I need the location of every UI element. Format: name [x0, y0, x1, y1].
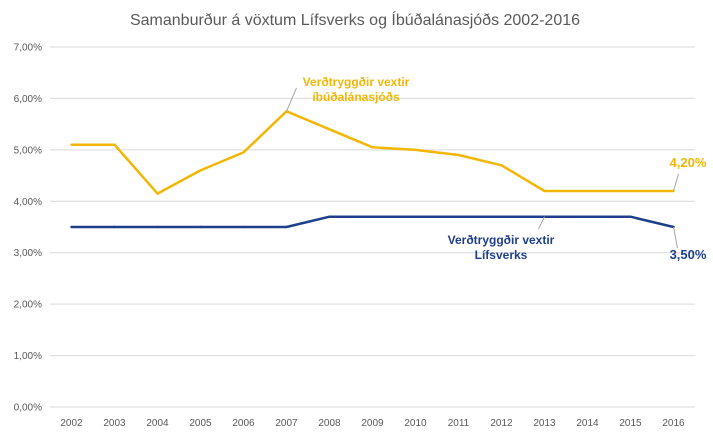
gridlines	[50, 46, 695, 408]
data-point	[500, 215, 503, 218]
data-point	[457, 153, 460, 157]
data-point	[328, 215, 331, 218]
data-point	[414, 215, 417, 218]
end-value-label: 3,50%	[670, 247, 707, 262]
data-point	[457, 215, 460, 218]
x-axis-ticks: 2002 2003 2004 2005 2006 2007 2008 2009 2010 2011…	[60, 418, 685, 429]
data-point	[586, 215, 589, 218]
y-tick-label: 5,00%	[14, 145, 42, 156]
x-tick-label: 2008	[318, 418, 341, 429]
x-tick-label: 2003	[103, 418, 126, 429]
series-label: Verðtryggðir vextir Lífsverks	[448, 233, 555, 262]
data-point	[543, 189, 546, 193]
leader-line	[673, 173, 679, 192]
x-tick-label: 2010	[404, 418, 427, 429]
data-point	[371, 215, 374, 218]
x-tick-label: 2015	[619, 418, 642, 429]
data-point	[629, 189, 632, 193]
x-tick-label: 2013	[533, 418, 556, 429]
data-point	[328, 128, 331, 131]
end-value-label: 4,20%	[670, 155, 707, 170]
data-point	[70, 143, 73, 146]
series-lines	[70, 110, 675, 229]
data-point	[199, 225, 202, 229]
leader-line	[538, 216, 545, 230]
data-point	[242, 225, 245, 229]
x-tick-label: 2005	[189, 418, 212, 429]
data-point	[242, 151, 245, 154]
data-point	[371, 146, 374, 149]
data-point	[113, 225, 116, 229]
data-point	[500, 164, 503, 167]
y-axis-ticks: 0,00% 1,00% 2,00% 3,00% 4,00% 5,00% 6,00% 7,00%	[14, 43, 42, 414]
y-tick-label: 4,00%	[14, 197, 42, 208]
y-tick-label: 1,00%	[14, 351, 42, 362]
leader-line	[673, 226, 678, 249]
x-tick-label: 2009	[361, 418, 384, 429]
x-tick-label: 2002	[60, 418, 83, 429]
data-point	[156, 192, 159, 195]
x-tick-label: 2016	[662, 418, 685, 429]
chart-title: Samanburður á vöxtum Lífsverks og Íbúðal…	[130, 10, 580, 29]
y-tick-label: 7,00%	[14, 43, 42, 54]
data-point	[113, 143, 116, 146]
leader-line	[286, 87, 297, 112]
data-point	[156, 225, 159, 229]
x-tick-label: 2004	[146, 418, 169, 429]
data-point	[70, 225, 73, 229]
x-tick-label: 2014	[576, 418, 599, 429]
annotations: Verðtryggðir vextir íbúðalánasjóðs 4,20% Ve…	[286, 75, 707, 262]
y-tick-label: 6,00%	[14, 94, 42, 105]
x-tick-label: 2007	[275, 418, 298, 429]
y-tick-label: 3,00%	[14, 248, 42, 259]
data-point	[199, 169, 202, 172]
x-tick-label: 2012	[490, 418, 513, 429]
data-point	[629, 215, 632, 218]
x-tick-label: 2006	[232, 418, 255, 429]
data-point	[285, 225, 288, 229]
data-point	[586, 189, 589, 193]
y-tick-label: 2,00%	[14, 300, 42, 311]
x-tick-label: 2011	[448, 418, 470, 429]
y-tick-label: 0,00%	[14, 403, 42, 414]
data-point	[414, 148, 417, 152]
series-label: Verðtryggðir vextir íbúðalánasjóðs	[303, 75, 410, 104]
